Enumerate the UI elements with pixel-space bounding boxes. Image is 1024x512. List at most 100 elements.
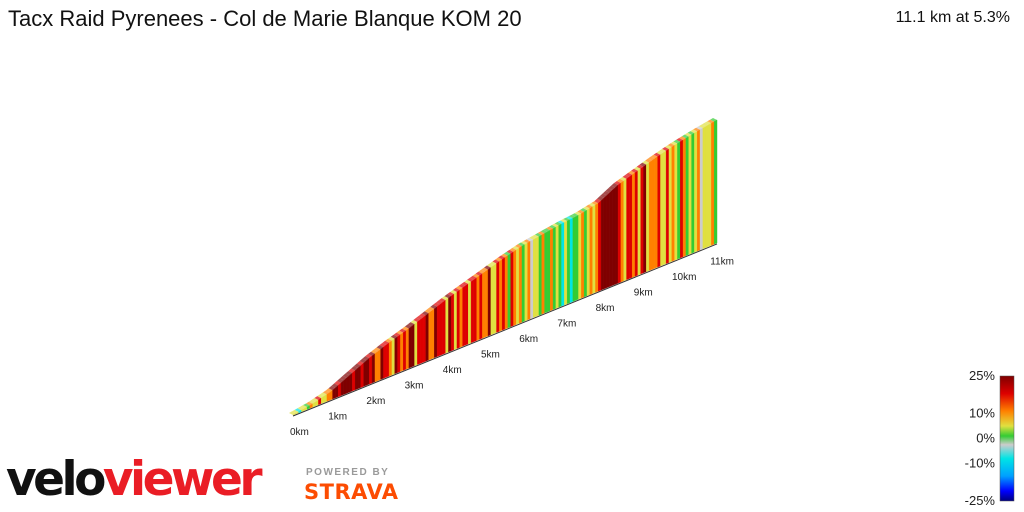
profile-segment bbox=[383, 344, 387, 379]
profile-segment bbox=[470, 279, 475, 344]
profile-segment-top bbox=[566, 216, 573, 220]
profile-segment bbox=[346, 374, 350, 394]
km-tick-label: 4km bbox=[443, 365, 462, 376]
profile-segment bbox=[547, 229, 551, 313]
profile-segment-top bbox=[684, 132, 692, 137]
powered-by-label: POWERED BY bbox=[306, 467, 390, 478]
profile-segment-top bbox=[427, 306, 435, 312]
profile-segment-top bbox=[450, 289, 457, 295]
km-tick-label: 10km bbox=[672, 272, 696, 283]
profile-segment bbox=[394, 336, 398, 375]
profile-segment bbox=[476, 275, 480, 341]
profile-segment bbox=[592, 204, 596, 294]
profile-segment bbox=[479, 273, 483, 340]
profile-segment bbox=[586, 208, 591, 297]
profile-segment bbox=[583, 209, 588, 298]
profile-segment bbox=[609, 189, 613, 287]
profile-segment-top bbox=[704, 121, 712, 125]
profile-segment bbox=[462, 285, 466, 347]
profile-segment bbox=[552, 226, 557, 310]
profile-segment bbox=[487, 267, 492, 337]
profile-segment bbox=[513, 249, 517, 326]
profile-segment-top bbox=[710, 117, 718, 122]
profile-segment bbox=[634, 170, 639, 277]
profile-segment-top bbox=[602, 190, 610, 196]
profile-segment bbox=[671, 144, 675, 262]
profile-segment-top bbox=[599, 193, 607, 199]
profile-segment bbox=[600, 197, 605, 291]
profile-segment bbox=[612, 187, 616, 286]
profile-segment-top bbox=[410, 319, 418, 325]
profile-segment-top bbox=[351, 365, 359, 371]
profile-segment bbox=[377, 348, 381, 381]
km-tick-label: 5km bbox=[481, 350, 500, 361]
profile-segment bbox=[575, 214, 579, 301]
profile-segment-top bbox=[354, 363, 361, 368]
profile-segment-top bbox=[447, 292, 455, 297]
axis-baseline bbox=[292, 243, 718, 417]
profile-segment-top bbox=[648, 156, 655, 161]
climb-summary: 11.1 km at 5.3% bbox=[895, 9, 1010, 26]
profile-segment-top bbox=[325, 388, 333, 393]
profile-segment-top bbox=[540, 229, 548, 234]
profile-segment bbox=[530, 239, 534, 319]
profile-segment-top bbox=[416, 315, 424, 320]
profile-segment-top bbox=[557, 220, 565, 224]
profile-segment-top bbox=[503, 251, 511, 256]
profile-segment-top bbox=[622, 174, 630, 179]
profile-segment-top bbox=[546, 226, 554, 231]
profile-segment-top bbox=[707, 119, 715, 124]
profile-segment-top bbox=[597, 196, 604, 201]
profile-segment-top bbox=[472, 273, 480, 278]
profile-segment bbox=[685, 136, 689, 256]
profile-segment bbox=[465, 283, 469, 346]
profile-segment-top bbox=[594, 198, 602, 204]
profile-segment bbox=[493, 263, 497, 334]
profile-segment-top bbox=[512, 246, 520, 250]
profile-segment bbox=[442, 299, 446, 355]
profile-segment-top bbox=[356, 361, 364, 366]
profile-segment-top bbox=[526, 237, 534, 242]
profile-segment-top bbox=[563, 217, 571, 222]
km-tick-label: 8km bbox=[596, 303, 615, 314]
profile-segment-top bbox=[608, 185, 616, 191]
profile-segment-top bbox=[390, 334, 398, 339]
profile-segment-top bbox=[580, 208, 587, 212]
profile-segment-top bbox=[337, 378, 344, 383]
profile-segment bbox=[510, 251, 514, 327]
profile-segment bbox=[343, 377, 347, 395]
profile-segment-top bbox=[348, 368, 356, 373]
profile-segment bbox=[425, 312, 429, 362]
profile-segment bbox=[711, 121, 715, 246]
profile-segment bbox=[485, 269, 489, 338]
profile-segment bbox=[527, 241, 531, 321]
profile-segment-top bbox=[433, 302, 440, 307]
profile-segment-top bbox=[591, 201, 599, 205]
profile-segment bbox=[363, 360, 367, 387]
profile-segment-top bbox=[435, 300, 443, 305]
profile-segment bbox=[357, 365, 362, 389]
gradient-legend: 25% 10% 0% -10% -25% bbox=[965, 368, 1015, 508]
profile-segment bbox=[408, 325, 412, 369]
profile-segment bbox=[651, 158, 656, 270]
profile-segment-top bbox=[339, 375, 347, 381]
profile-segment bbox=[713, 119, 718, 245]
km-tick-label: 9km bbox=[634, 288, 653, 299]
profile-segment bbox=[453, 291, 458, 350]
km-tick-label: 2km bbox=[366, 396, 385, 407]
profile-segment-top bbox=[478, 269, 486, 274]
km-tick-label: 0km bbox=[290, 427, 309, 438]
profile-segment-top bbox=[532, 234, 539, 239]
profile-segment-top bbox=[421, 311, 429, 316]
profile-segment bbox=[340, 379, 345, 396]
profile-segment bbox=[535, 236, 540, 317]
profile-segment bbox=[598, 200, 602, 292]
profile-segment bbox=[369, 355, 373, 385]
profile-segment bbox=[555, 225, 559, 309]
profile-segment-top bbox=[399, 328, 407, 333]
profile-segment bbox=[688, 134, 692, 255]
profile-segment bbox=[354, 367, 359, 391]
profile-segment-top bbox=[701, 122, 709, 127]
profile-segment bbox=[674, 143, 678, 261]
profile-segment-top bbox=[481, 267, 489, 272]
